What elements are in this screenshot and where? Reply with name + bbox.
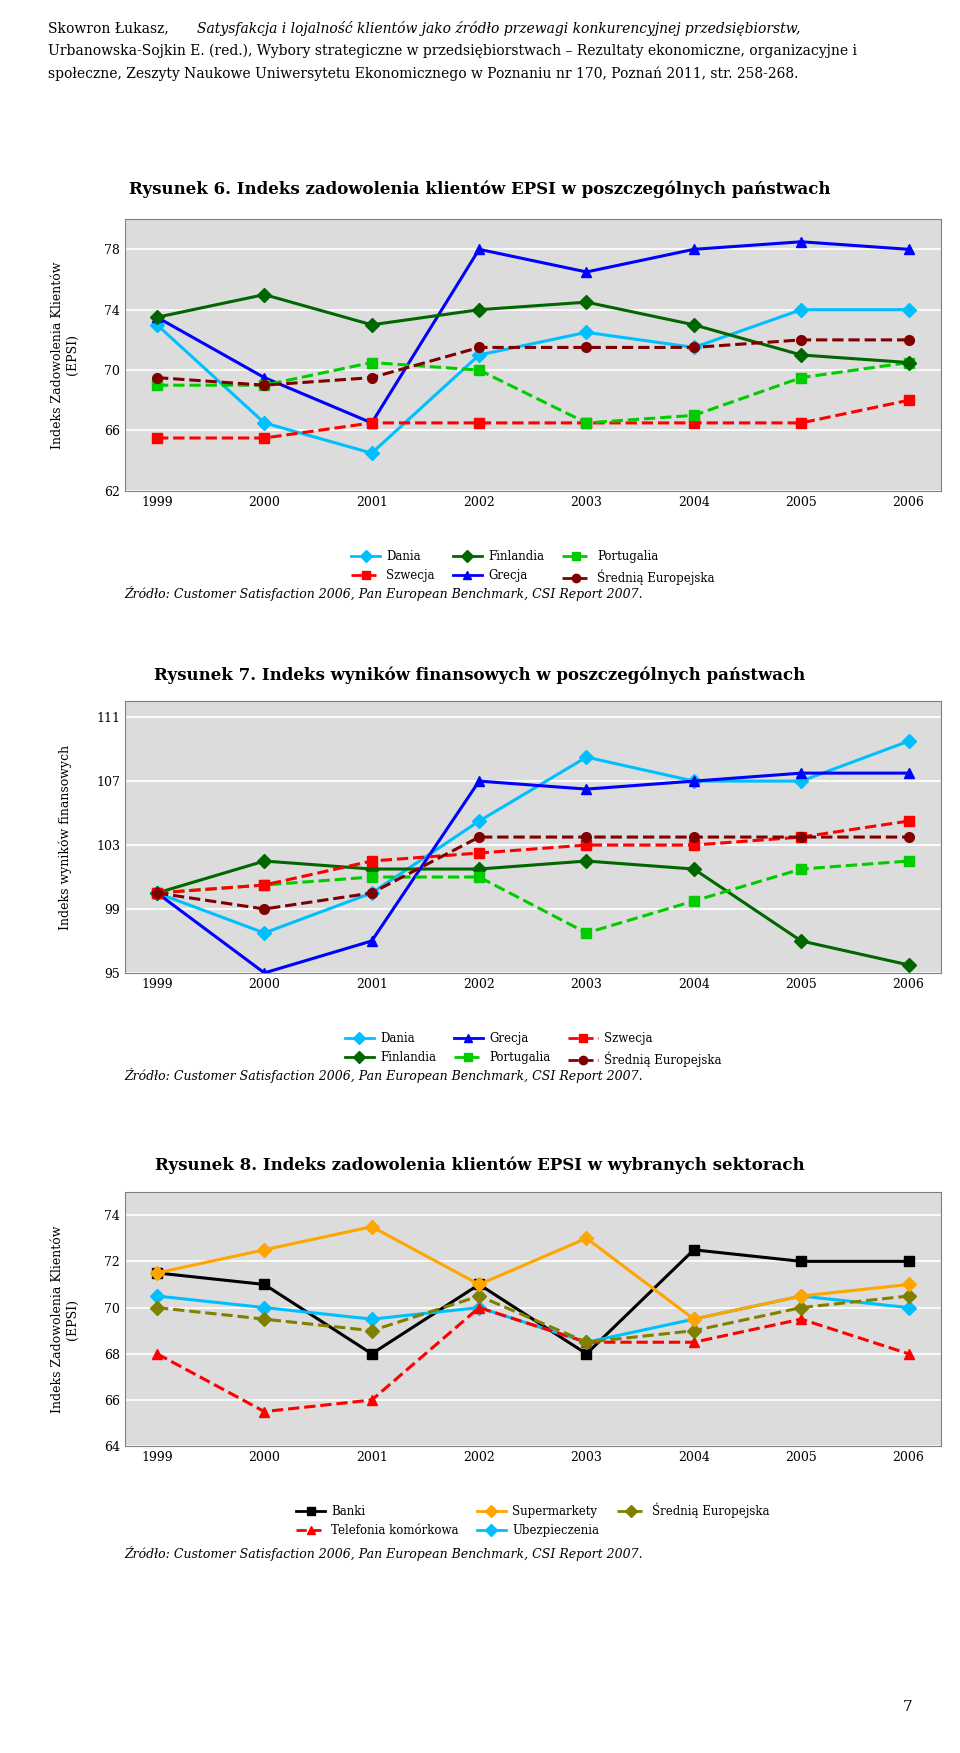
Legend: Dania, Szwecja, Finlandia, Grecja, Portugalia, Średnią Europejska: Dania, Szwecja, Finlandia, Grecja, Portu… bbox=[347, 545, 719, 589]
Text: Rysunek 6. Indeks zadowolenia klientów EPSI w poszczególnych państwach: Rysunek 6. Indeks zadowolenia klientów E… bbox=[130, 181, 830, 198]
Text: Indeks Zadowolenia Klientów
(EPSI): Indeks Zadowolenia Klientów (EPSI) bbox=[51, 261, 80, 449]
Text: Indeks Zadowolenia Klientów
(EPSI): Indeks Zadowolenia Klientów (EPSI) bbox=[51, 1225, 80, 1413]
Text: Źródło: Customer Satisfaction 2006, Pan European Benchmark, CSI Report 2007.: Źródło: Customer Satisfaction 2006, Pan … bbox=[125, 1068, 643, 1083]
Text: Źródło: Customer Satisfaction 2006, Pan European Benchmark, CSI Report 2007.: Źródło: Customer Satisfaction 2006, Pan … bbox=[125, 1546, 643, 1562]
Text: Rysunek 7. Indeks wyników finansowych w poszczególnych państwach: Rysunek 7. Indeks wyników finansowych w … bbox=[155, 666, 805, 684]
Text: społeczne, Zeszyty Naukowe Uniwersytetu Ekonomicznego w Poznaniu nr 170, Poznań : społeczne, Zeszyty Naukowe Uniwersytetu … bbox=[48, 67, 799, 81]
Text: 7: 7 bbox=[902, 1700, 912, 1714]
Text: Satysfakcja i lojalność klientów jako źródło przewagi konkurencyjnej przedsiębio: Satysfakcja i lojalność klientów jako źr… bbox=[197, 21, 801, 37]
Text: Skowron Łukasz,: Skowron Łukasz, bbox=[48, 21, 173, 35]
Text: Źródło: Customer Satisfaction 2006, Pan European Benchmark, CSI Report 2007.: Źródło: Customer Satisfaction 2006, Pan … bbox=[125, 586, 643, 601]
Text: Rysunek 8. Indeks zadowolenia klientów EPSI w wybranych sektorach: Rysunek 8. Indeks zadowolenia klientów E… bbox=[156, 1157, 804, 1175]
Legend: Banki, Telefonia komórkowa, Supermarkety, Ubezpieczenia, Średnią Europejska: Banki, Telefonia komórkowa, Supermarkety… bbox=[291, 1497, 775, 1541]
Text: Urbanowska-Sojkin E. (red.), Wybory strategiczne w przedsiębiorstwach – Rezultat: Urbanowska-Sojkin E. (red.), Wybory stra… bbox=[48, 44, 857, 58]
Text: Indeks wyników finansowych: Indeks wyników finansowych bbox=[59, 745, 72, 929]
Legend: Dania, Finlandia, Grecja, Portugalia, Szwecja, Średnią Europejska: Dania, Finlandia, Grecja, Portugalia, Sz… bbox=[340, 1027, 726, 1071]
